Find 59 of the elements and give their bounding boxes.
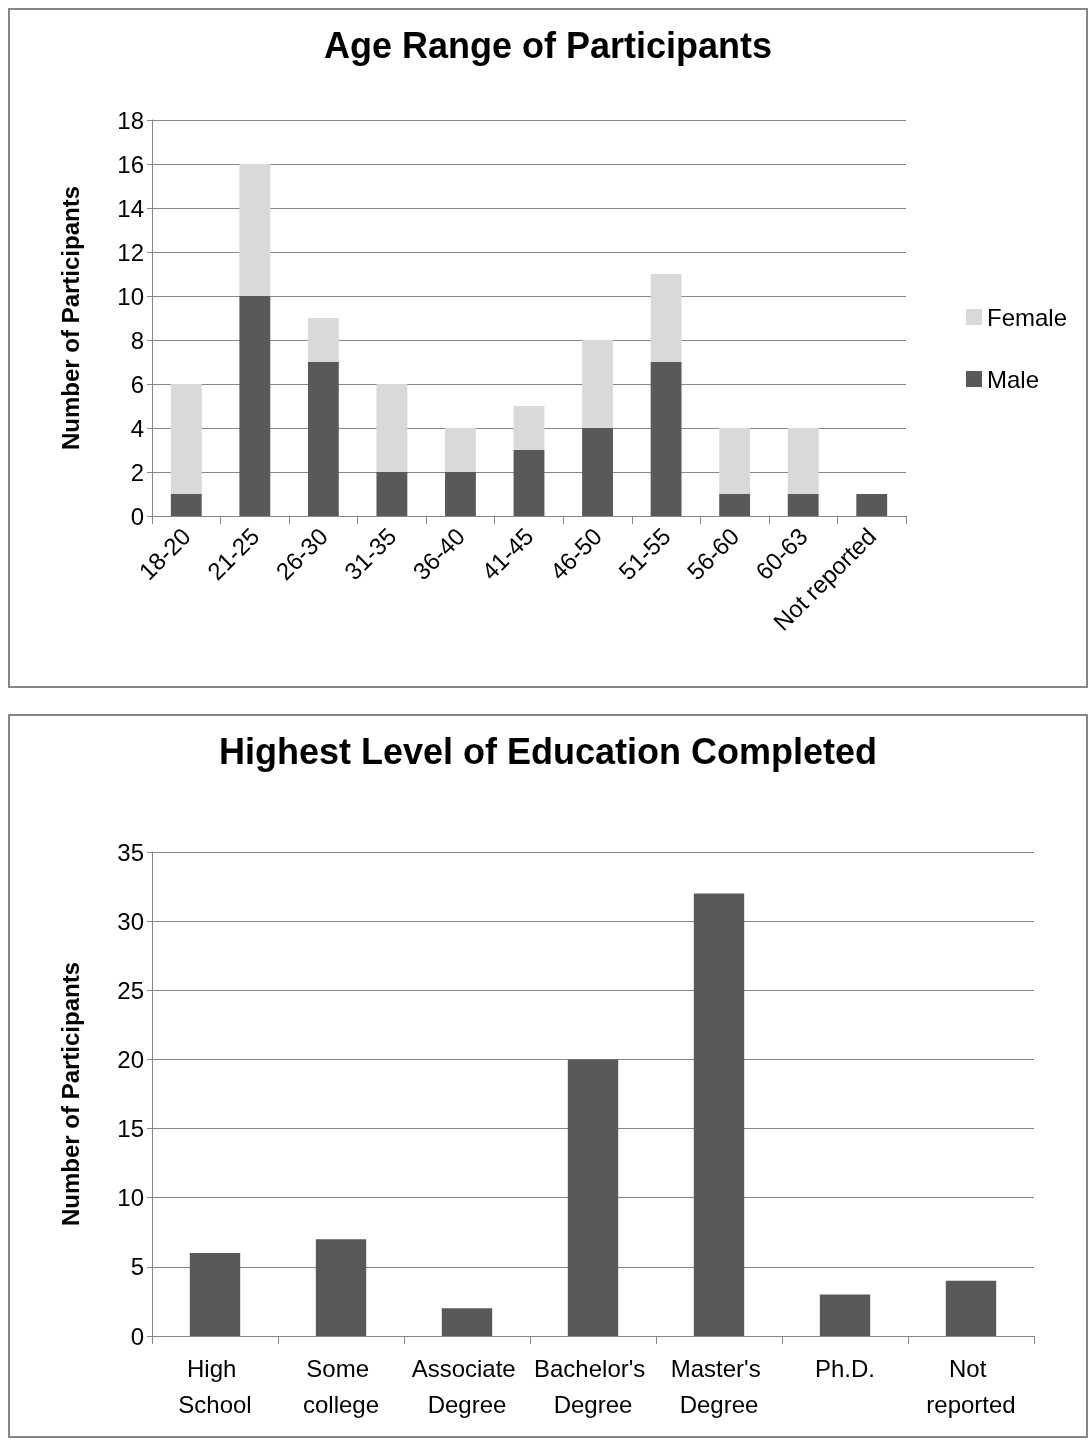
bar bbox=[582, 428, 613, 516]
y-tick-label: 16 bbox=[117, 150, 144, 178]
bar bbox=[719, 494, 751, 516]
bar bbox=[441, 1308, 493, 1336]
bar bbox=[719, 428, 751, 494]
bar bbox=[567, 1059, 619, 1336]
bar bbox=[445, 472, 476, 516]
bar bbox=[819, 1294, 871, 1336]
y-tick-label: 20 bbox=[117, 1045, 144, 1073]
bar bbox=[239, 296, 271, 516]
bar bbox=[513, 406, 545, 450]
bar bbox=[376, 472, 408, 516]
y-tick-label: 35 bbox=[117, 838, 144, 866]
legend-label: Male bbox=[986, 365, 1039, 393]
bar bbox=[582, 340, 613, 428]
legend-label: Female bbox=[986, 303, 1067, 331]
bar bbox=[445, 428, 476, 472]
y-tick-label: 8 bbox=[130, 326, 144, 354]
y-tick-label: 25 bbox=[117, 976, 144, 1004]
y-axis-title: Number of Participants bbox=[56, 961, 84, 1227]
bar bbox=[170, 494, 202, 516]
y-tick-label: 15 bbox=[117, 1115, 144, 1143]
y-tick-label: 12 bbox=[117, 238, 144, 266]
x-tick-label: Master's Degree bbox=[670, 1354, 768, 1418]
y-tick-label: 0 bbox=[130, 1322, 144, 1350]
bar bbox=[693, 893, 745, 1336]
bar bbox=[239, 164, 271, 296]
x-tick-label: High School bbox=[178, 1354, 252, 1418]
x-tick-label: Ph.D. bbox=[814, 1354, 876, 1382]
y-tick-label: 30 bbox=[117, 907, 144, 935]
y-tick-label: 6 bbox=[130, 370, 144, 398]
bar bbox=[945, 1280, 997, 1336]
x-tick-label: Not reported bbox=[926, 1354, 1016, 1418]
y-tick-label: 5 bbox=[130, 1253, 144, 1281]
y-tick-label: 10 bbox=[117, 282, 144, 310]
bar bbox=[307, 318, 339, 362]
chart-title: Highest Level of Education Completed bbox=[218, 730, 878, 772]
y-tick-label: 4 bbox=[130, 414, 144, 442]
y-tick-label: 18 bbox=[117, 106, 144, 134]
bar bbox=[650, 362, 682, 516]
bar bbox=[856, 494, 888, 516]
bar bbox=[787, 428, 819, 494]
bar bbox=[307, 362, 339, 516]
x-tick-label: Some college bbox=[302, 1354, 380, 1418]
bar bbox=[376, 384, 408, 472]
bar bbox=[315, 1239, 367, 1336]
bar bbox=[513, 450, 545, 516]
y-tick-label: 2 bbox=[130, 458, 144, 486]
x-tick-label: Associate Degree bbox=[411, 1354, 523, 1418]
bar bbox=[650, 274, 682, 362]
y-tick-label: 0 bbox=[130, 502, 144, 530]
bar bbox=[787, 494, 819, 516]
chart-title: Age Range of Participants bbox=[323, 24, 773, 66]
y-tick-label: 10 bbox=[117, 1184, 144, 1212]
y-tick-label: 14 bbox=[117, 194, 144, 222]
bar bbox=[170, 384, 202, 494]
y-axis-title: Number of Participants bbox=[56, 185, 84, 451]
x-tick-label: Bachelor's Degree bbox=[534, 1354, 652, 1418]
bar bbox=[189, 1253, 241, 1336]
